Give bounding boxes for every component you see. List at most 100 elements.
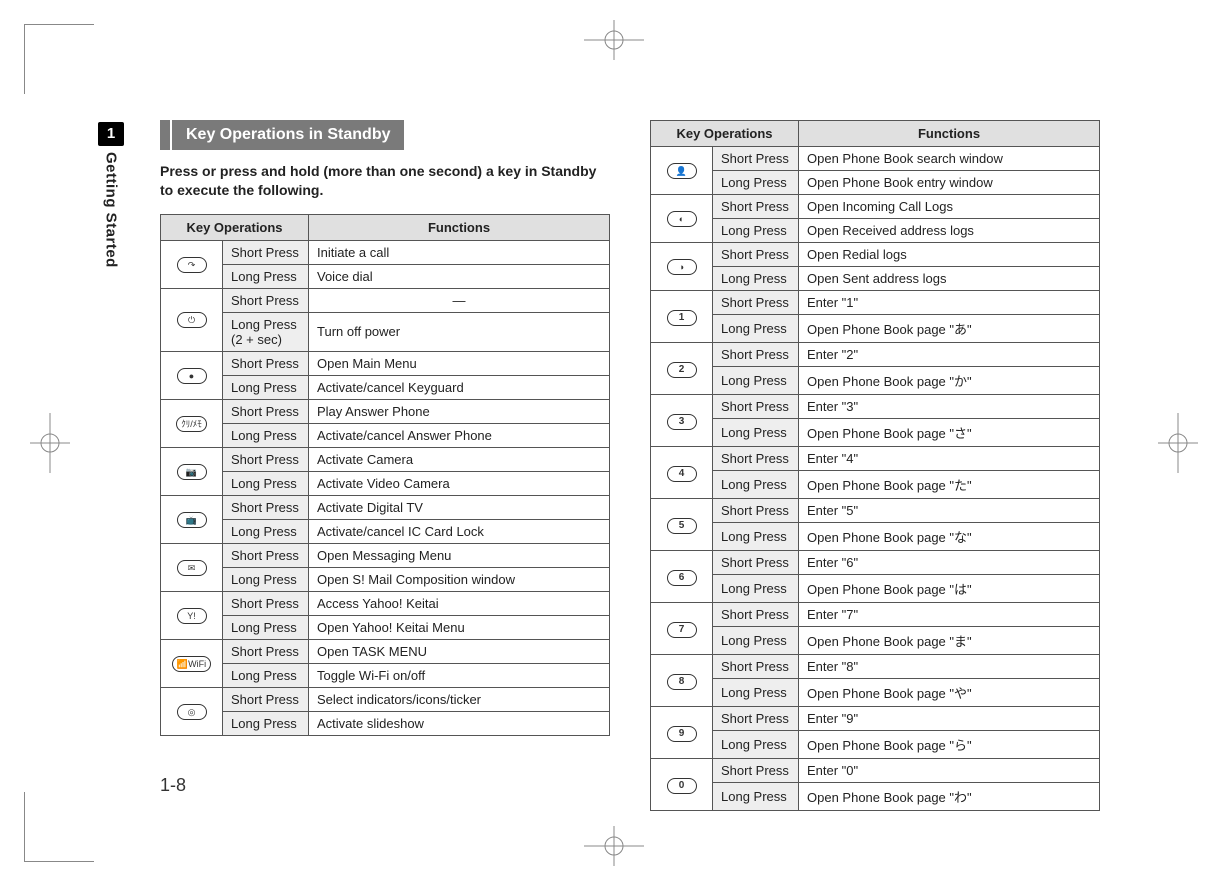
col-header-operations: Key Operations — [161, 214, 309, 240]
function-text: Enter "9" — [799, 707, 1100, 731]
press-type: Short Press — [223, 240, 309, 264]
yahoo-key-cell: Y! — [161, 591, 223, 639]
heading-text: Key Operations in Standby — [172, 120, 404, 150]
key-2-cell: 2 — [651, 343, 713, 395]
table-row: 9Short PressEnter "9" — [651, 707, 1100, 731]
function-text: Open Phone Book page "な" — [799, 523, 1100, 551]
call-key-icon: ↷ — [177, 257, 207, 273]
key-7-icon: 7 — [667, 622, 697, 638]
function-text: Open TASK MENU — [309, 639, 610, 663]
function-text: Turn off power — [309, 312, 610, 351]
function-text: Open Phone Book page "や" — [799, 679, 1100, 707]
table-row: Long PressOpen Received address logs — [651, 219, 1100, 243]
key-4-cell: 4 — [651, 447, 713, 499]
clear-memo-key-cell: ｸﾘ/ﾒﾓ — [161, 399, 223, 447]
intro-text: Press or press and hold (more than one s… — [160, 162, 610, 200]
function-text: Enter "5" — [799, 499, 1100, 523]
table-row: 3Short PressEnter "3" — [651, 395, 1100, 419]
camera-key-cell: 📷 — [161, 447, 223, 495]
col-header-functions: Functions — [309, 214, 610, 240]
table-row: Long Press (2 + sec)Turn off power — [161, 312, 610, 351]
table-row: Long PressOpen Sent address logs — [651, 267, 1100, 291]
table-row: 8Short PressEnter "8" — [651, 655, 1100, 679]
table-row: Long PressOpen Phone Book page "か" — [651, 367, 1100, 395]
table-row: 6Short PressEnter "6" — [651, 551, 1100, 575]
function-text: Open Phone Book page "た" — [799, 471, 1100, 499]
center-key-icon: ● — [177, 368, 207, 384]
function-text: Toggle Wi-Fi on/off — [309, 663, 610, 687]
registration-mark-right — [1158, 413, 1198, 473]
table-row: Long PressOpen Phone Book page "な" — [651, 523, 1100, 551]
function-text: Open Messaging Menu — [309, 543, 610, 567]
function-text: Open Phone Book page "わ" — [799, 783, 1100, 811]
table-row: Long PressOpen Phone Book page "あ" — [651, 315, 1100, 343]
chapter-number: 1 — [98, 122, 124, 146]
col-header-functions: Functions — [799, 121, 1100, 147]
function-text: Access Yahoo! Keitai — [309, 591, 610, 615]
function-text: Initiate a call — [309, 240, 610, 264]
press-type: Short Press — [713, 343, 799, 367]
table-row: Long PressOpen Phone Book entry window — [651, 171, 1100, 195]
key-6-icon: 6 — [667, 570, 697, 586]
press-type: Short Press — [223, 639, 309, 663]
function-text: Activate slideshow — [309, 711, 610, 735]
registration-mark-left — [30, 413, 70, 473]
table-row: ◑Short PressOpen Redial logs — [651, 243, 1100, 267]
table-row: 📷Short PressActivate Camera — [161, 447, 610, 471]
tv-key-cell: 📺 — [161, 495, 223, 543]
function-text: Open Phone Book page "ら" — [799, 731, 1100, 759]
function-text: Open Phone Book entry window — [799, 171, 1100, 195]
call-key-cell: ↷ — [161, 240, 223, 288]
left-key-cell: ◐ — [651, 195, 713, 243]
crop-mark-tl — [24, 24, 94, 94]
table-row: 👤Short PressOpen Phone Book search windo… — [651, 147, 1100, 171]
press-type: Long Press — [713, 679, 799, 707]
press-type: Long Press — [713, 627, 799, 655]
press-type: Long Press — [223, 423, 309, 447]
table-row: ✉Short PressOpen Messaging Menu — [161, 543, 610, 567]
press-type: Short Press — [713, 243, 799, 267]
function-text: Enter "7" — [799, 603, 1100, 627]
function-text: Enter "0" — [799, 759, 1100, 783]
function-text: Open S! Mail Composition window — [309, 567, 610, 591]
chapter-title: Getting Started — [103, 152, 120, 268]
table-row: Long PressActivate/cancel IC Card Lock — [161, 519, 610, 543]
table-row: 4Short PressEnter "4" — [651, 447, 1100, 471]
press-type: Long Press — [713, 471, 799, 499]
function-text: Open Phone Book page "あ" — [799, 315, 1100, 343]
press-type: Short Press — [713, 195, 799, 219]
table-row: 7Short PressEnter "7" — [651, 603, 1100, 627]
left-column: Key Operations in Standby Press or press… — [160, 120, 610, 811]
function-text: — — [309, 288, 610, 312]
function-text: Play Answer Phone — [309, 399, 610, 423]
mail-key-cell: ✉ — [161, 543, 223, 591]
press-type: Long Press — [713, 267, 799, 291]
key-operations-table-right: Key OperationsFunctions👤Short PressOpen … — [650, 120, 1100, 811]
table-row: 📺Short PressActivate Digital TV — [161, 495, 610, 519]
key-2-icon: 2 — [667, 362, 697, 378]
key-3-icon: 3 — [667, 414, 697, 430]
yahoo-key-icon: Y! — [177, 608, 207, 624]
function-text: Activate Video Camera — [309, 471, 610, 495]
power-key-cell: ⏻ — [161, 288, 223, 351]
table-row: 5Short PressEnter "5" — [651, 499, 1100, 523]
press-type: Long Press — [223, 519, 309, 543]
press-type: Short Press — [713, 707, 799, 731]
function-text: Activate/cancel IC Card Lock — [309, 519, 610, 543]
key-8-icon: 8 — [667, 674, 697, 690]
key-0-cell: 0 — [651, 759, 713, 811]
key-1-cell: 1 — [651, 291, 713, 343]
mail-key-icon: ✉ — [177, 560, 207, 576]
key-7-cell: 7 — [651, 603, 713, 655]
clear-memo-key-icon: ｸﾘ/ﾒﾓ — [176, 416, 207, 432]
table-row: ●Short PressOpen Main Menu — [161, 351, 610, 375]
press-type: Long Press (2 + sec) — [223, 312, 309, 351]
key-9-icon: 9 — [667, 726, 697, 742]
table-row: Long PressOpen Yahoo! Keitai Menu — [161, 615, 610, 639]
center-key-cell: ● — [161, 351, 223, 399]
press-type: Long Press — [713, 219, 799, 243]
table-row: Y!Short PressAccess Yahoo! Keitai — [161, 591, 610, 615]
key-5-cell: 5 — [651, 499, 713, 551]
table-row: Long PressOpen Phone Book page "わ" — [651, 783, 1100, 811]
press-type: Short Press — [713, 759, 799, 783]
